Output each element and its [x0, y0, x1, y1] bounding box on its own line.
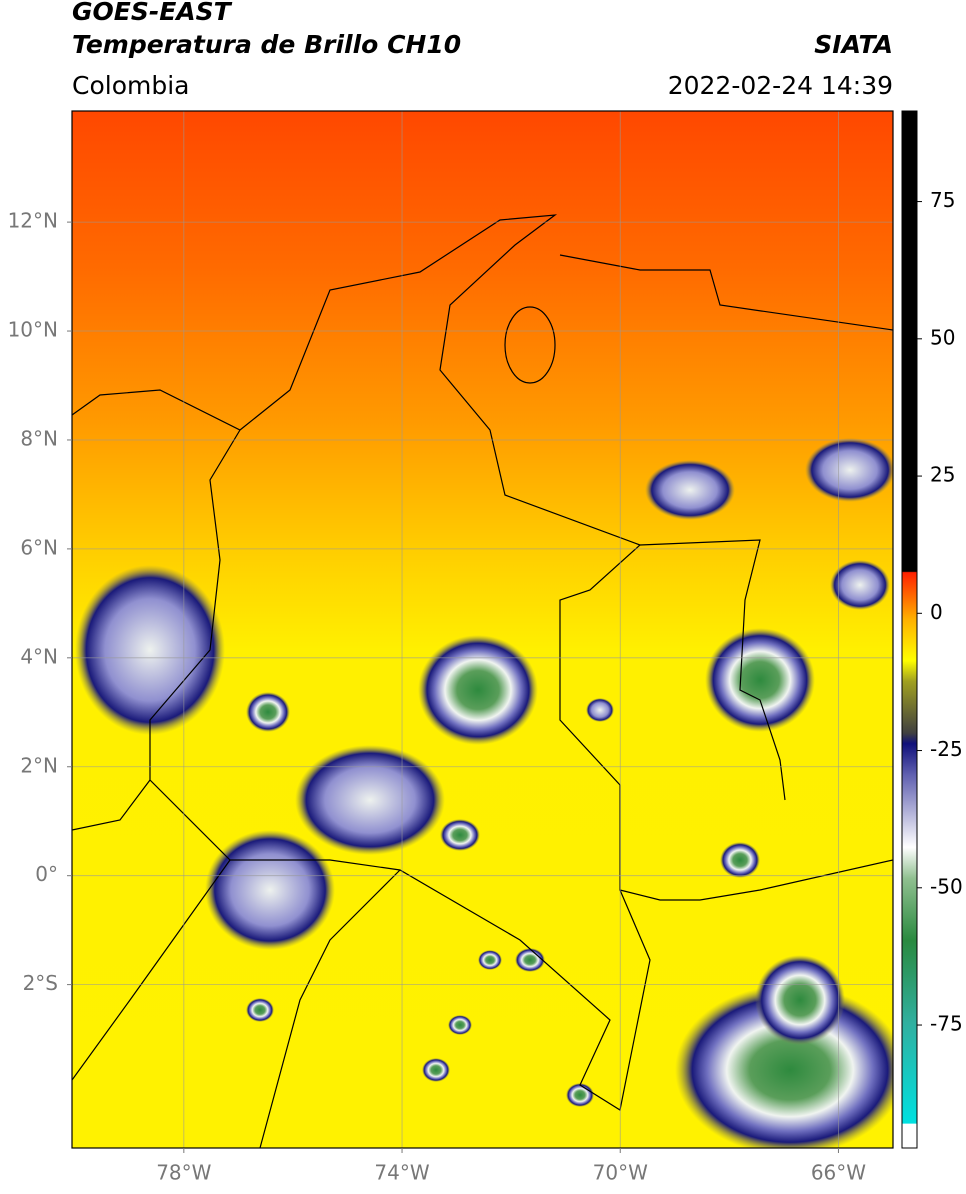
x-tick-label: 74°W	[374, 1161, 429, 1185]
y-tick-label: 2°N	[20, 753, 58, 777]
title: GOES-EAST	[72, 0, 233, 26]
y-tick-label: 8°N	[20, 426, 58, 450]
grid	[72, 111, 893, 1148]
y-tick-label: 4°N	[20, 644, 58, 668]
borders	[72, 214, 893, 1148]
datetime: 2022-02-24 14:39	[668, 71, 893, 100]
colorbar-tick-label: 25	[930, 463, 955, 487]
map	[72, 111, 893, 1148]
colorbar-tick-label: -50	[930, 874, 963, 898]
y-tick-label: 12°N	[8, 209, 58, 233]
colorbar-tick-label: -75	[930, 1012, 963, 1036]
y-tick-label: 6°N	[20, 535, 58, 559]
y-tick-label: 10°N	[8, 318, 58, 342]
map-frame	[71, 110, 894, 1149]
colorbar-tick-label: -25	[930, 737, 963, 761]
region: Colombia	[72, 71, 189, 100]
y-tick-label: 2°S	[23, 971, 58, 995]
colorbar-tick-label: 50	[930, 325, 955, 349]
source: SIATA	[814, 30, 893, 59]
x-tick-label: 66°W	[811, 1161, 866, 1185]
colorbar-tick-label: 75	[930, 188, 955, 212]
y-tick-label: 0°	[35, 862, 58, 886]
x-tick-label: 78°W	[156, 1161, 211, 1185]
colorbar-tick-label: 0	[930, 600, 943, 624]
x-tick-label: 70°W	[593, 1161, 648, 1185]
subtitle: Temperatura de Brillo CH10	[72, 30, 461, 59]
colorbar	[901, 110, 918, 1149]
